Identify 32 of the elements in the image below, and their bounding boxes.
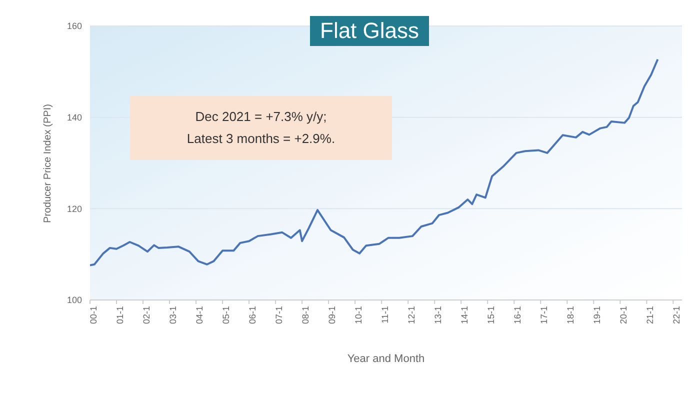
x-tick-label: 08-1 — [300, 306, 310, 324]
x-tick-label: 15-1 — [486, 306, 496, 324]
y-tick-label: 160 — [66, 21, 82, 32]
x-tick-label: 21-1 — [645, 306, 656, 324]
x-tick-label: 01-1 — [114, 306, 125, 324]
x-tick-label: 19-1 — [592, 306, 602, 324]
y-tick-label: 120 — [66, 204, 82, 214]
x-tick-label: 18-1 — [566, 306, 576, 324]
x-tick-label: 06-1 — [247, 306, 258, 324]
x-tick-label: 16-1 — [512, 306, 523, 324]
x-tick-label: 02-1 — [141, 306, 152, 324]
note-box: Dec 2021 = +7.3% y/y; Latest 3 months = +2.9%. — [130, 96, 392, 160]
y-tick-label: 140 — [66, 112, 82, 123]
x-tick-label: 20-1 — [618, 306, 629, 324]
x-axis-title: Year and Month — [347, 353, 425, 365]
x-tick-label: 17-1 — [539, 306, 550, 324]
x-tick-label: 10-1 — [353, 306, 364, 324]
y-axis-title: Producer Price Index (PPI) — [42, 104, 54, 223]
x-tick-label: 00-1 — [88, 306, 98, 324]
x-tick-label: 22-1 — [672, 306, 682, 324]
x-tick-label: 09-1 — [326, 306, 337, 324]
x-tick-label: 11-1 — [380, 306, 390, 324]
x-tick-label: 12-1 — [406, 306, 416, 324]
x-tick-label: 05-1 — [220, 306, 231, 324]
x-tick-label: 04-1 — [194, 306, 204, 324]
x-tick-label: 07-1 — [274, 306, 284, 324]
x-tick-label: 03-1 — [168, 306, 178, 324]
chart-title: Flat Glass — [310, 16, 430, 46]
x-tick-label: 14-1 — [459, 306, 470, 324]
x-tick-label: 13-1 — [432, 306, 443, 324]
line-series — [90, 58, 659, 266]
y-tick-label: 100 — [66, 295, 82, 306]
